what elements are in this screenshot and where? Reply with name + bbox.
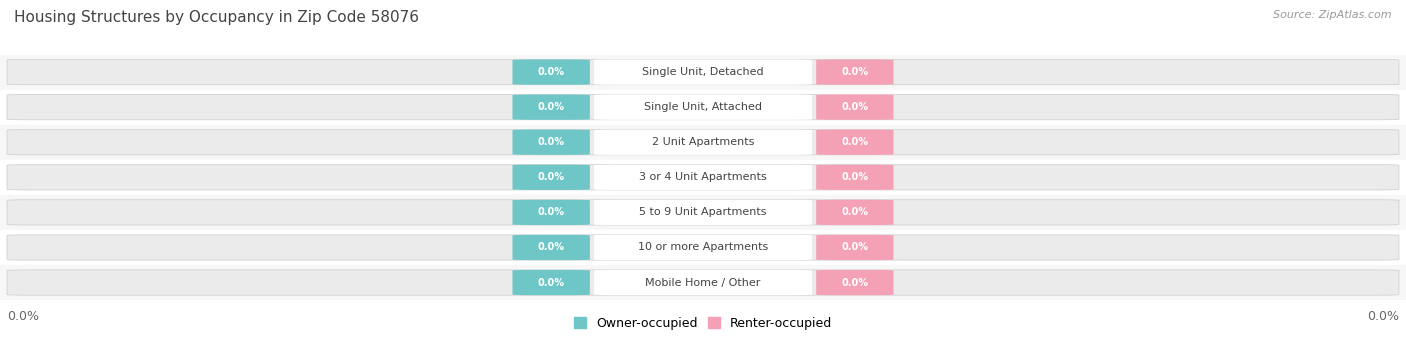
Bar: [0, 265, 1406, 300]
FancyBboxPatch shape: [593, 235, 813, 260]
Text: 0.0%: 0.0%: [537, 242, 565, 252]
FancyBboxPatch shape: [7, 235, 1399, 260]
Text: Source: ZipAtlas.com: Source: ZipAtlas.com: [1274, 10, 1392, 20]
FancyBboxPatch shape: [7, 200, 1399, 225]
Legend: Owner-occupied, Renter-occupied: Owner-occupied, Renter-occupied: [568, 312, 838, 335]
FancyBboxPatch shape: [593, 130, 813, 155]
FancyBboxPatch shape: [593, 165, 813, 190]
FancyBboxPatch shape: [7, 270, 1399, 295]
Text: 0.0%: 0.0%: [1367, 310, 1399, 323]
Text: 2 Unit Apartments: 2 Unit Apartments: [652, 137, 754, 147]
FancyBboxPatch shape: [512, 130, 591, 155]
FancyBboxPatch shape: [593, 59, 813, 85]
Bar: [0, 230, 1406, 265]
Text: 0.0%: 0.0%: [537, 67, 565, 77]
Text: 0.0%: 0.0%: [841, 278, 869, 287]
Bar: [0, 195, 1406, 230]
FancyBboxPatch shape: [593, 200, 813, 225]
Text: 0.0%: 0.0%: [841, 172, 869, 182]
Bar: [0, 160, 1406, 195]
FancyBboxPatch shape: [7, 165, 1399, 190]
Text: 5 to 9 Unit Apartments: 5 to 9 Unit Apartments: [640, 207, 766, 218]
FancyBboxPatch shape: [815, 130, 894, 155]
FancyBboxPatch shape: [512, 165, 591, 190]
Bar: [0, 90, 1406, 125]
Text: Mobile Home / Other: Mobile Home / Other: [645, 278, 761, 287]
FancyBboxPatch shape: [512, 59, 591, 85]
Text: 0.0%: 0.0%: [841, 207, 869, 218]
FancyBboxPatch shape: [512, 94, 591, 120]
FancyBboxPatch shape: [7, 94, 1399, 120]
Text: 0.0%: 0.0%: [537, 278, 565, 287]
FancyBboxPatch shape: [7, 130, 1399, 155]
FancyBboxPatch shape: [512, 270, 591, 295]
Text: 0.0%: 0.0%: [7, 310, 39, 323]
Text: 3 or 4 Unit Apartments: 3 or 4 Unit Apartments: [640, 172, 766, 182]
Text: 10 or more Apartments: 10 or more Apartments: [638, 242, 768, 252]
Text: Housing Structures by Occupancy in Zip Code 58076: Housing Structures by Occupancy in Zip C…: [14, 10, 419, 25]
Text: Single Unit, Attached: Single Unit, Attached: [644, 102, 762, 112]
Text: 0.0%: 0.0%: [841, 242, 869, 252]
FancyBboxPatch shape: [512, 235, 591, 260]
FancyBboxPatch shape: [815, 235, 894, 260]
FancyBboxPatch shape: [815, 270, 894, 295]
FancyBboxPatch shape: [815, 165, 894, 190]
Text: Single Unit, Detached: Single Unit, Detached: [643, 67, 763, 77]
Text: 0.0%: 0.0%: [537, 172, 565, 182]
FancyBboxPatch shape: [815, 200, 894, 225]
Bar: [0, 55, 1406, 90]
FancyBboxPatch shape: [512, 200, 591, 225]
Text: 0.0%: 0.0%: [841, 67, 869, 77]
FancyBboxPatch shape: [815, 94, 894, 120]
FancyBboxPatch shape: [593, 270, 813, 295]
Bar: [0, 125, 1406, 160]
FancyBboxPatch shape: [7, 59, 1399, 85]
Text: 0.0%: 0.0%: [537, 137, 565, 147]
Text: 0.0%: 0.0%: [537, 207, 565, 218]
Text: 0.0%: 0.0%: [841, 137, 869, 147]
FancyBboxPatch shape: [593, 94, 813, 120]
Text: 0.0%: 0.0%: [841, 102, 869, 112]
Text: 0.0%: 0.0%: [537, 102, 565, 112]
FancyBboxPatch shape: [815, 59, 894, 85]
